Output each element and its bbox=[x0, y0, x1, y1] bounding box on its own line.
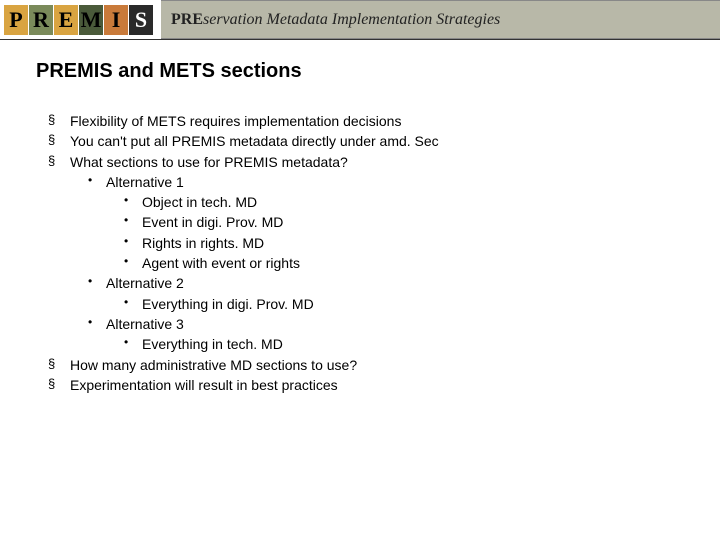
list-item-text: Event in digi. Prov. MD bbox=[142, 214, 283, 230]
list-item-text: Rights in rights. MD bbox=[142, 235, 264, 251]
header-bar: PREMIS PREservation Metadata Implementat… bbox=[0, 0, 720, 40]
slide-content: PREMIS and METS sections Flexibility of … bbox=[0, 40, 720, 395]
logo-letters: PREMIS bbox=[4, 5, 153, 35]
list-item-text: Everything in tech. MD bbox=[142, 336, 283, 352]
logo-block: PREMIS bbox=[0, 0, 161, 39]
bullet-list: Flexibility of METS requires implementat… bbox=[36, 111, 684, 395]
list-item: Event in digi. Prov. MD bbox=[124, 212, 684, 232]
list-item-text: How many administrative MD sections to u… bbox=[70, 357, 357, 373]
sub-list: Alternative 1 Object in tech. MD Event in … bbox=[70, 172, 684, 355]
list-item: Rights in rights. MD bbox=[124, 233, 684, 253]
list-item-text: Object in tech. MD bbox=[142, 194, 257, 210]
list-item-text: Alternative 3 bbox=[106, 316, 184, 332]
list-item: Everything in digi. Prov. MD bbox=[124, 294, 684, 314]
list-item-text: Alternative 2 bbox=[106, 275, 184, 291]
list-item: What sections to use for PREMIS metadata… bbox=[48, 152, 684, 355]
list-item: Agent with event or rights bbox=[124, 253, 684, 273]
tagline-block: PREservation Metadata Implementation Str… bbox=[161, 0, 720, 39]
list-item: Flexibility of METS requires implementat… bbox=[48, 111, 684, 131]
list-item: Alternative 3 Everything in tech. MD bbox=[88, 314, 684, 355]
list-item-text: What sections to use for PREMIS metadata… bbox=[70, 154, 348, 170]
list-item: How many administrative MD sections to u… bbox=[48, 355, 684, 375]
logo-letter: R bbox=[29, 5, 53, 35]
list-item-text: Agent with event or rights bbox=[142, 255, 300, 271]
logo-letter: P bbox=[4, 5, 28, 35]
list-item: Object in tech. MD bbox=[124, 192, 684, 212]
sub-list: Everything in digi. Prov. MD bbox=[106, 294, 684, 314]
logo-letter: S bbox=[129, 5, 153, 35]
list-item-text: Flexibility of METS requires implementat… bbox=[70, 113, 401, 129]
list-item: You can't put all PREMIS metadata direct… bbox=[48, 131, 684, 151]
tagline-bold: PRE bbox=[171, 11, 203, 29]
list-item: Everything in tech. MD bbox=[124, 334, 684, 354]
list-item-text: Alternative 1 bbox=[106, 174, 184, 190]
logo-letter: M bbox=[79, 5, 103, 35]
logo-letter: I bbox=[104, 5, 128, 35]
list-item: Alternative 2 Everything in digi. Prov. M… bbox=[88, 273, 684, 314]
list-item-text: Experimentation will result in best prac… bbox=[70, 377, 338, 393]
list-item-text: You can't put all PREMIS metadata direct… bbox=[70, 133, 439, 149]
tagline-rest: servation Metadata Implementation Strate… bbox=[203, 11, 500, 29]
list-item-text: Everything in digi. Prov. MD bbox=[142, 296, 314, 312]
slide-title: PREMIS and METS sections bbox=[36, 60, 684, 83]
logo-letter: E bbox=[54, 5, 78, 35]
sub-list: Everything in tech. MD bbox=[106, 334, 684, 354]
list-item: Experimentation will result in best prac… bbox=[48, 375, 684, 395]
list-item: Alternative 1 Object in tech. MD Event in … bbox=[88, 172, 684, 273]
sub-list: Object in tech. MD Event in digi. Prov. M… bbox=[106, 192, 684, 273]
